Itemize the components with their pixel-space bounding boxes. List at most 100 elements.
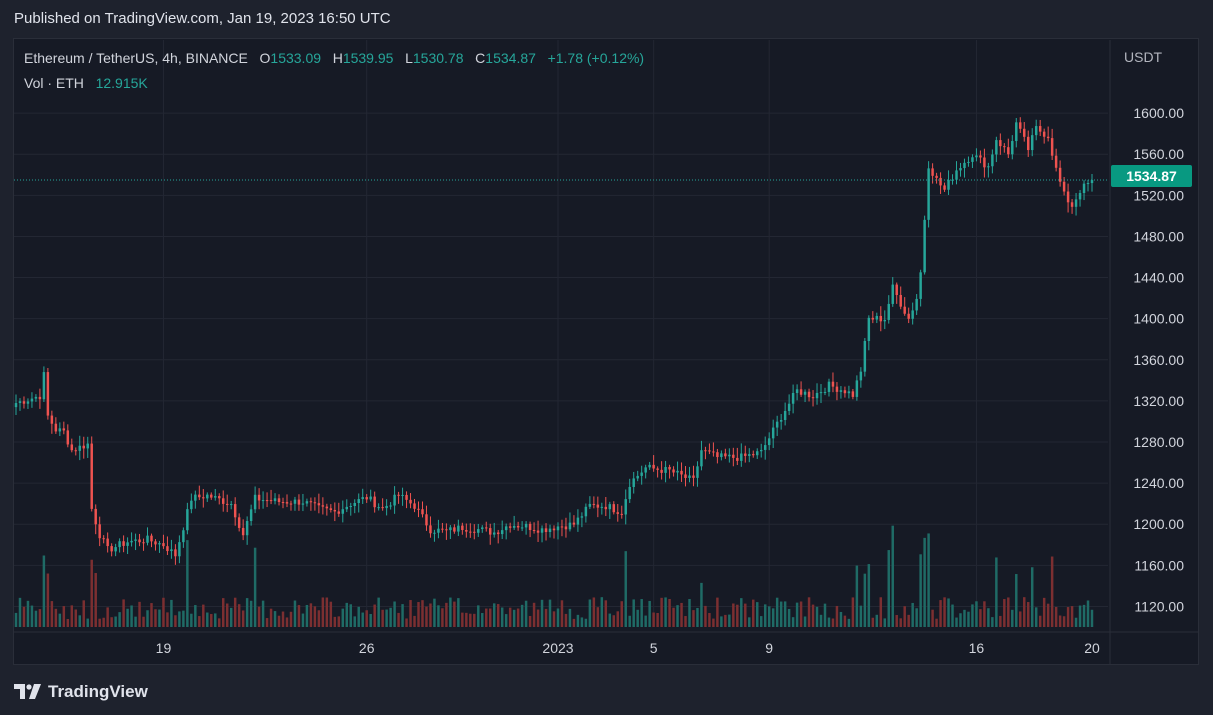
volume-bar (959, 613, 962, 627)
candle-body (636, 475, 639, 479)
volume-bar (903, 606, 906, 627)
candle-body (520, 527, 524, 529)
volume-bar (600, 597, 604, 627)
candle-body (82, 445, 85, 449)
candle-body (377, 507, 380, 509)
volume-bar (190, 613, 193, 627)
volume-bar (536, 609, 540, 627)
candle-body (349, 506, 352, 508)
candle-body (604, 506, 608, 510)
candle-body (915, 298, 918, 311)
volume-bar (377, 597, 380, 627)
volume-bar (86, 618, 89, 627)
volume-bar (54, 608, 58, 627)
candle-body (935, 175, 938, 178)
volume-bar (186, 540, 189, 627)
candle-body (333, 509, 337, 512)
candle-body (947, 180, 950, 190)
high-value: 1539.95 (342, 50, 394, 66)
volume-bar (540, 599, 544, 627)
volume-bar (365, 610, 368, 627)
candle-body (959, 168, 962, 171)
candle-body (102, 538, 105, 540)
candle-body (1042, 131, 1046, 137)
candle-body (672, 469, 675, 473)
candle-body (712, 451, 715, 453)
volume-label[interactable]: Vol · ETH (24, 75, 84, 91)
volume-bar (397, 612, 400, 627)
candle-body (608, 504, 612, 510)
volume-bar (624, 551, 627, 627)
candle-body (273, 498, 277, 502)
candle-body (875, 315, 879, 320)
volume-bar (919, 554, 922, 627)
candle-body (580, 516, 584, 518)
volume-bar (489, 608, 492, 627)
candle-body (899, 294, 902, 307)
candle-body (54, 423, 58, 432)
volume-bar (1074, 617, 1078, 627)
candle-body (660, 469, 663, 473)
candle-body (871, 317, 875, 320)
candle-body (632, 478, 635, 487)
candle-body (381, 507, 384, 509)
candle-body (911, 310, 914, 319)
volume-bar (736, 604, 739, 627)
candle-body (847, 391, 851, 394)
volume-bar (1027, 602, 1030, 627)
candle-body (393, 494, 396, 506)
volume-bar (752, 599, 755, 627)
volume-bar (1034, 607, 1038, 627)
candle-body (118, 541, 121, 548)
volume-bar (18, 597, 22, 627)
volume-bar (688, 599, 691, 627)
volume-bar (1019, 611, 1022, 627)
volume-bar (576, 614, 580, 627)
candle-body (465, 530, 468, 532)
volume-bar (357, 606, 360, 627)
volume-bar (508, 607, 512, 627)
currency-label[interactable]: USDT (1124, 49, 1163, 65)
volume-bar (552, 611, 556, 627)
candle-body (345, 506, 349, 510)
volume-bar (708, 613, 711, 627)
volume-bar (887, 550, 890, 627)
volume-bar (14, 612, 18, 627)
last-price-tag: 1534.87 (1111, 165, 1192, 187)
volume-bar (381, 609, 384, 627)
candle-body (401, 494, 404, 496)
volume-bar (297, 605, 301, 627)
candle-body (1046, 136, 1050, 139)
volume-bar (1078, 605, 1082, 627)
candle-body (863, 341, 867, 372)
volume-bar (409, 600, 412, 627)
candle-body (477, 529, 480, 533)
volume-bar (1042, 597, 1046, 627)
volume-bar (90, 559, 93, 627)
volume-bar (261, 600, 265, 627)
volume-bar (154, 609, 157, 627)
candle-body (210, 494, 213, 498)
volume-bar (779, 601, 783, 627)
tradingview-logo[interactable]: TradingView (14, 682, 148, 702)
volume-bar (138, 601, 141, 627)
volume-bar (732, 603, 735, 627)
candle-body (843, 390, 847, 394)
volume-bar (281, 611, 285, 627)
candle-body (1007, 147, 1010, 155)
volume-bar (1090, 609, 1094, 627)
volume-bar (975, 601, 978, 627)
volume-bar (385, 609, 388, 627)
volume-bar (807, 597, 811, 627)
volume-bar (763, 604, 767, 627)
volume-bar (775, 597, 779, 627)
candle-body (453, 527, 456, 532)
volume-bar (66, 618, 70, 627)
symbol-title[interactable]: Ethereum / TetherUS, 4h, BINANCE (24, 50, 248, 66)
y-tick-label: 1320.00 (1133, 393, 1184, 409)
volume-bar (504, 614, 508, 627)
volume-bar (1050, 556, 1054, 627)
candle-body (413, 503, 416, 509)
candle-body (433, 532, 436, 534)
